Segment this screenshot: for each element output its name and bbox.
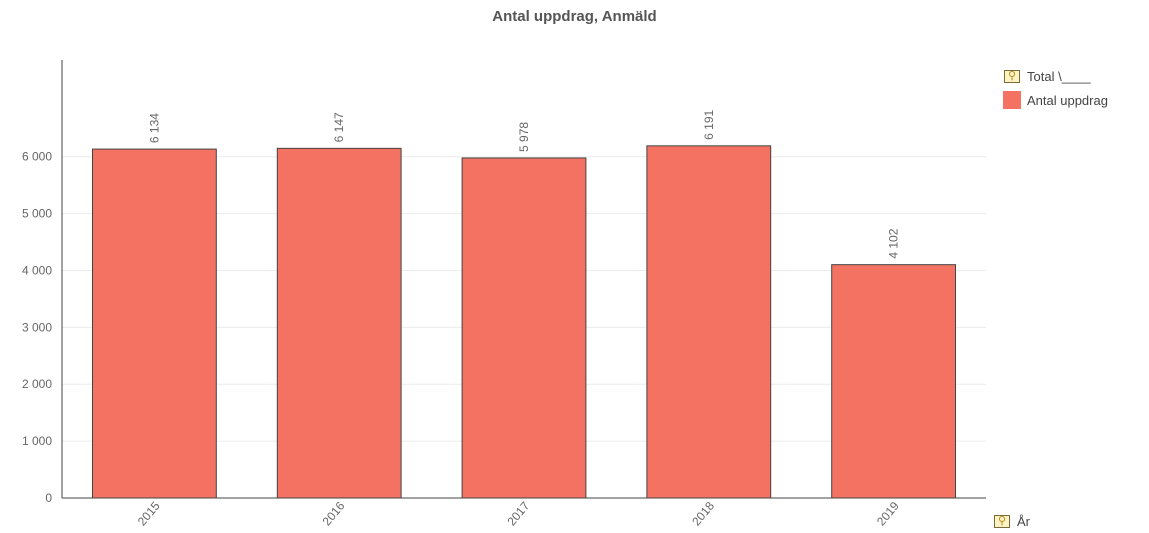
- y-tick-label: 6 000: [22, 150, 52, 164]
- dimension-icon[interactable]: ⚲: [1003, 69, 1021, 83]
- bar: [91, 148, 217, 499]
- data-label: 5 978: [517, 122, 531, 152]
- legend: ⚲ Total \____ Antal uppdrag: [1003, 64, 1108, 112]
- x-dimension-selector[interactable]: ⚲ År: [993, 514, 1030, 529]
- bar: [646, 145, 772, 499]
- data-label: 6 134: [147, 113, 161, 143]
- data-label: 4 102: [887, 228, 901, 258]
- axes: 0 1 000 2 000 3 000 4 000 5 000 6 000: [22, 60, 986, 505]
- legend-header-label: Total \____: [1027, 68, 1091, 84]
- x-tick-label: 2016: [320, 499, 348, 529]
- bars: [91, 145, 957, 499]
- legend-header[interactable]: ⚲ Total \____: [1003, 64, 1108, 88]
- data-label: 6 147: [332, 112, 346, 142]
- x-tick-label: 2017: [504, 499, 532, 529]
- bar: [831, 264, 957, 499]
- dimension-icon[interactable]: ⚲: [993, 515, 1011, 529]
- y-tick-label: 4 000: [22, 263, 52, 277]
- x-tick-label: 2019: [874, 499, 902, 529]
- x-tick-label: 2018: [689, 499, 717, 529]
- data-label: 6 191: [702, 109, 716, 139]
- y-tick-label: 0: [45, 491, 52, 505]
- y-tick-label: 2 000: [22, 377, 52, 391]
- bar: [461, 157, 587, 499]
- y-tick-label: 3 000: [22, 320, 52, 334]
- legend-series-label: Antal uppdrag: [1027, 92, 1108, 108]
- x-tick-label: 2015: [135, 499, 163, 529]
- legend-swatch: [1003, 91, 1021, 109]
- y-tick-label: 1 000: [22, 434, 52, 448]
- legend-item[interactable]: Antal uppdrag: [1003, 88, 1108, 112]
- bar: [276, 147, 402, 499]
- chart-title: Antal uppdrag, Anmäld: [492, 8, 657, 25]
- x-dimension-label: År: [1017, 514, 1030, 529]
- y-tick-label: 5 000: [22, 207, 52, 221]
